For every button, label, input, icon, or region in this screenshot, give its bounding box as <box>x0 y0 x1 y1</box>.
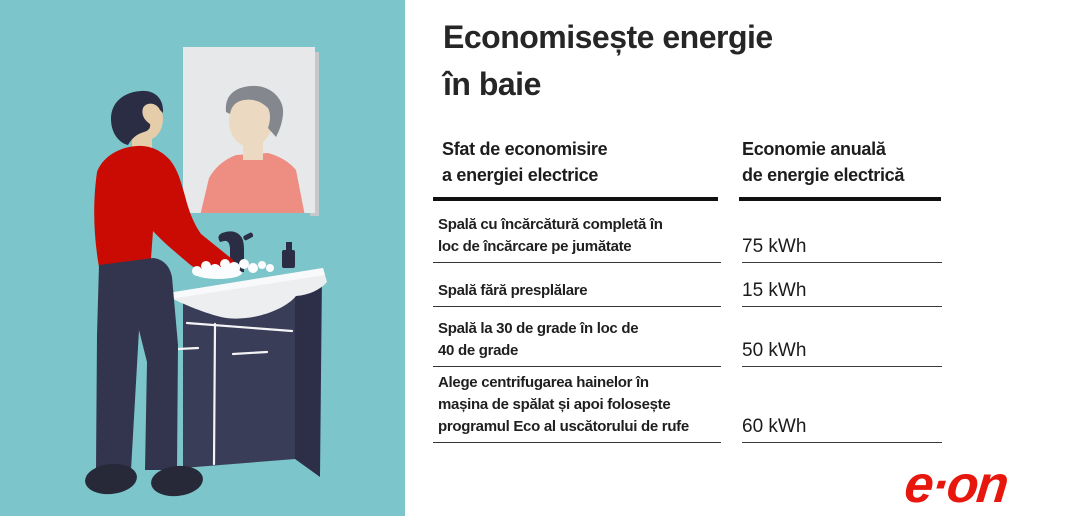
table-row: Spală la 30 de grade în loc de 40 de gra… <box>433 318 942 367</box>
saving-value: 75 kWh <box>742 236 942 263</box>
faucet <box>218 231 254 272</box>
table-row: Spală cu încărcătură completă în loc de … <box>433 213 942 263</box>
tip-text: Alege centrifugarea hainelor în mașina d… <box>438 374 689 435</box>
illustration-panel <box>0 0 405 516</box>
eon-logo-text: e·on <box>902 456 1010 514</box>
tip-text: Spală cu încărcătură completă în loc de … <box>438 216 663 255</box>
man-figure <box>85 90 240 497</box>
soap-bottle <box>282 242 295 268</box>
column-header-tips: Sfat de economisire a energiei electrice <box>442 139 608 185</box>
header-underline-right <box>739 197 941 201</box>
header-underline-left <box>433 197 718 201</box>
sink-foam <box>192 259 274 279</box>
cabinet-door-lines <box>176 321 294 466</box>
tip-cell: Alege centrifugarea hainelor în mașina d… <box>433 372 721 443</box>
tip-cell: Spală fără presplălare <box>433 280 721 307</box>
table-row: Alege centrifugarea hainelor în mașina d… <box>433 372 942 443</box>
mirror <box>183 47 319 216</box>
eon-logo: e·on <box>902 456 1010 514</box>
saving-value: 15 kWh <box>742 280 942 307</box>
saving-value: 50 kWh <box>742 340 942 367</box>
saving-value: 60 kWh <box>742 416 942 443</box>
column-header-savings: Economie anuală de energie electrică <box>742 139 905 185</box>
mirror-reflection <box>200 85 305 213</box>
tip-cell: Spală cu încărcătură completă în loc de … <box>433 214 721 263</box>
vanity-cabinet <box>168 231 327 477</box>
tip-text: Spală fără presplălare <box>438 282 588 299</box>
bathroom-illustration <box>85 47 327 497</box>
page-title: Economisește energie în baie <box>443 19 773 102</box>
table-row: Spală fără presplălare 15 kWh <box>433 280 942 307</box>
tip-text: Spală la 30 de grade în loc de 40 de gra… <box>438 320 639 359</box>
tip-cell: Spală la 30 de grade în loc de 40 de gra… <box>433 318 721 367</box>
